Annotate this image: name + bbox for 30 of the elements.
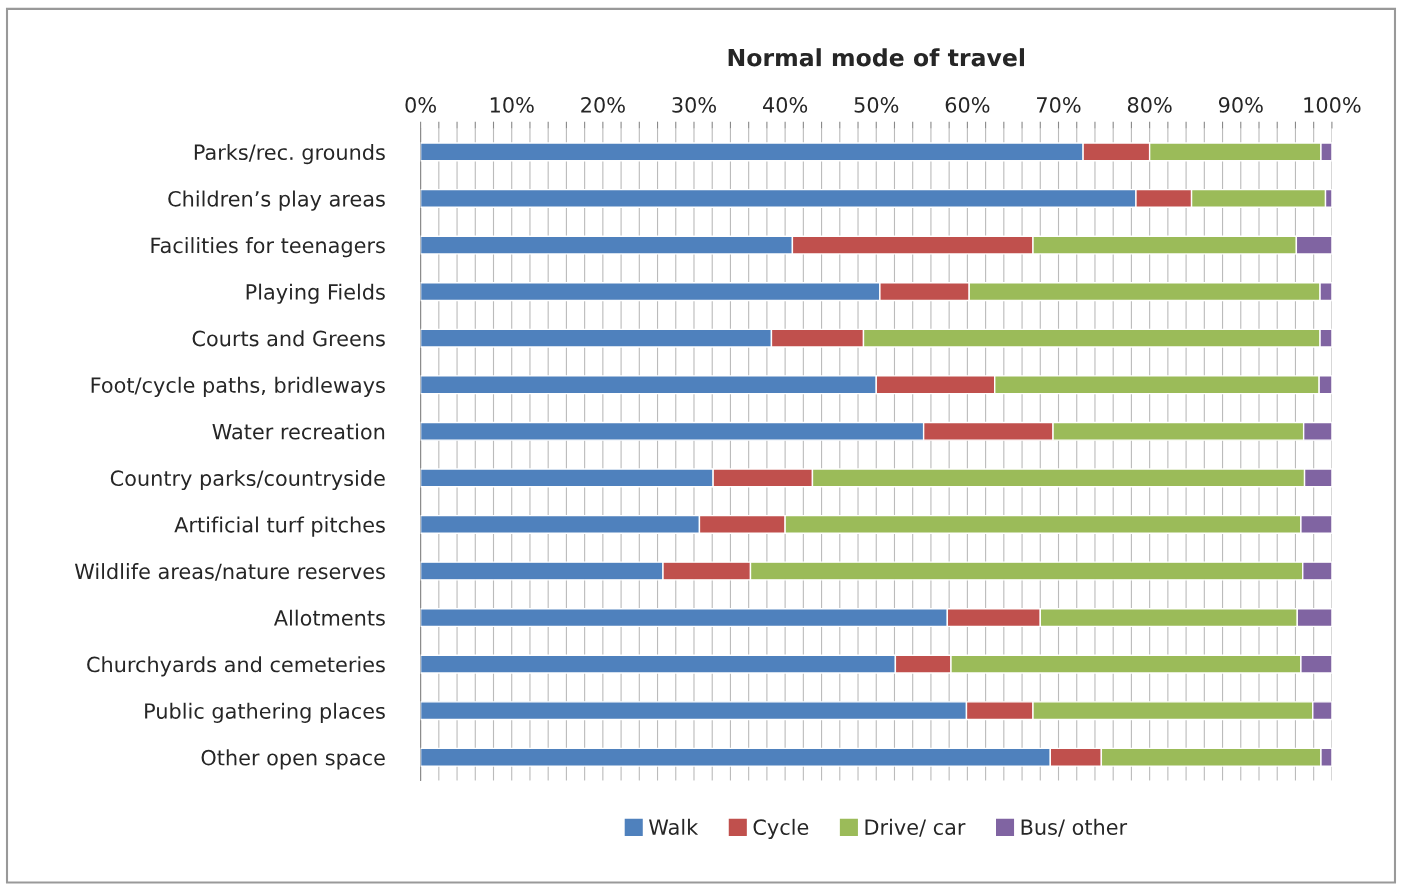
x-tick-label: 0%	[405, 97, 436, 113]
y-tick-label: Artificial turf pitches	[174, 516, 385, 537]
y-tick-label: Playing Fields	[246, 283, 385, 304]
x-tick-label: 20%	[581, 97, 625, 113]
y-tick-label: Churchyards and cemeteries	[87, 656, 385, 677]
x-tick-label: 70%	[1037, 97, 1081, 113]
y-tick-label: Allotments	[273, 609, 385, 626]
y-tick-label: Parks/rec. grounds	[194, 143, 385, 165]
chart-title: Normal mode of travel	[728, 48, 1025, 67]
y-tick-label: Courts and Greens	[192, 330, 385, 347]
legend-label: Bus/ other	[1021, 818, 1128, 837]
y-tick-label: Facilities for teenagers	[151, 237, 385, 258]
y-tick-label: Country parks/countryside	[110, 469, 385, 491]
legend-label: Walk	[649, 818, 699, 835]
legend-label: Drive/ car	[865, 818, 966, 837]
y-tick-label: Children’s play areas	[168, 190, 385, 211]
x-tick-label: 90%	[1218, 97, 1263, 113]
y-tick-label: Wildlife areas/nature reserves	[74, 563, 385, 581]
y-tick-label: Water recreation	[212, 423, 385, 440]
x-tick-label: 30%	[672, 97, 716, 113]
x-tick-label: 40%	[762, 97, 808, 113]
y-tick-label: Public gathering places	[145, 702, 385, 723]
x-tick-label: 80%	[1127, 97, 1172, 113]
x-tick-label: 50%	[854, 97, 899, 113]
x-tick-label: 60%	[945, 97, 990, 113]
x-tick-label: 100%	[1304, 97, 1361, 113]
legend-label: Cycle	[753, 818, 809, 840]
x-tick-label: 10%	[490, 97, 534, 113]
y-tick-label: Foot/cycle paths, bridleways	[91, 376, 385, 397]
y-tick-label: Other open space	[201, 749, 385, 770]
